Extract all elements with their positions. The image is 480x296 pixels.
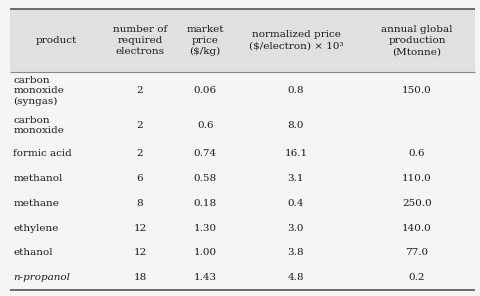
Text: carbon
monoxide
(syngas): carbon monoxide (syngas) xyxy=(13,76,64,106)
Text: 12: 12 xyxy=(133,223,146,233)
Text: 2: 2 xyxy=(137,149,144,158)
Text: carbon
monoxide: carbon monoxide xyxy=(13,115,64,135)
Text: 8.0: 8.0 xyxy=(288,121,304,130)
Text: 77.0: 77.0 xyxy=(406,248,429,258)
Text: 4.8: 4.8 xyxy=(288,273,304,282)
Text: 3.0: 3.0 xyxy=(288,223,304,233)
Text: 0.6: 0.6 xyxy=(197,121,214,130)
Text: annual global
production
(Mtonne): annual global production (Mtonne) xyxy=(381,25,453,56)
Text: 250.0: 250.0 xyxy=(402,199,432,208)
Text: 0.2: 0.2 xyxy=(409,273,425,282)
Text: methanol: methanol xyxy=(13,174,63,183)
Text: 0.58: 0.58 xyxy=(193,174,216,183)
Text: 0.74: 0.74 xyxy=(193,149,216,158)
Text: 1.43: 1.43 xyxy=(193,273,216,282)
Text: 18: 18 xyxy=(133,273,146,282)
Text: 12: 12 xyxy=(133,248,146,258)
Text: product: product xyxy=(36,36,77,45)
Text: market
price
($/kg): market price ($/kg) xyxy=(186,25,224,56)
Text: number of
required
electrons: number of required electrons xyxy=(113,25,167,56)
Text: 140.0: 140.0 xyxy=(402,223,432,233)
Text: normalized price
($/electron) × 10³: normalized price ($/electron) × 10³ xyxy=(249,30,343,51)
Text: methane: methane xyxy=(13,199,60,208)
Text: 2: 2 xyxy=(137,86,144,95)
Text: 1.00: 1.00 xyxy=(193,248,216,258)
Text: ethylene: ethylene xyxy=(13,223,59,233)
Text: 0.4: 0.4 xyxy=(288,199,304,208)
Text: 0.6: 0.6 xyxy=(409,149,425,158)
Text: 16.1: 16.1 xyxy=(284,149,308,158)
Text: 6: 6 xyxy=(137,174,144,183)
Text: ethanol: ethanol xyxy=(13,248,53,258)
Text: 0.8: 0.8 xyxy=(288,86,304,95)
Text: n-propanol: n-propanol xyxy=(13,273,71,282)
Bar xyxy=(10,9,475,72)
Text: 1.30: 1.30 xyxy=(193,223,216,233)
Text: 110.0: 110.0 xyxy=(402,174,432,183)
Text: 3.8: 3.8 xyxy=(288,248,304,258)
Text: 0.18: 0.18 xyxy=(193,199,216,208)
Text: 0.06: 0.06 xyxy=(193,86,216,95)
Text: formic acid: formic acid xyxy=(13,149,72,158)
Text: 2: 2 xyxy=(137,121,144,130)
Text: 8: 8 xyxy=(137,199,144,208)
Text: 150.0: 150.0 xyxy=(402,86,432,95)
Text: 3.1: 3.1 xyxy=(288,174,304,183)
